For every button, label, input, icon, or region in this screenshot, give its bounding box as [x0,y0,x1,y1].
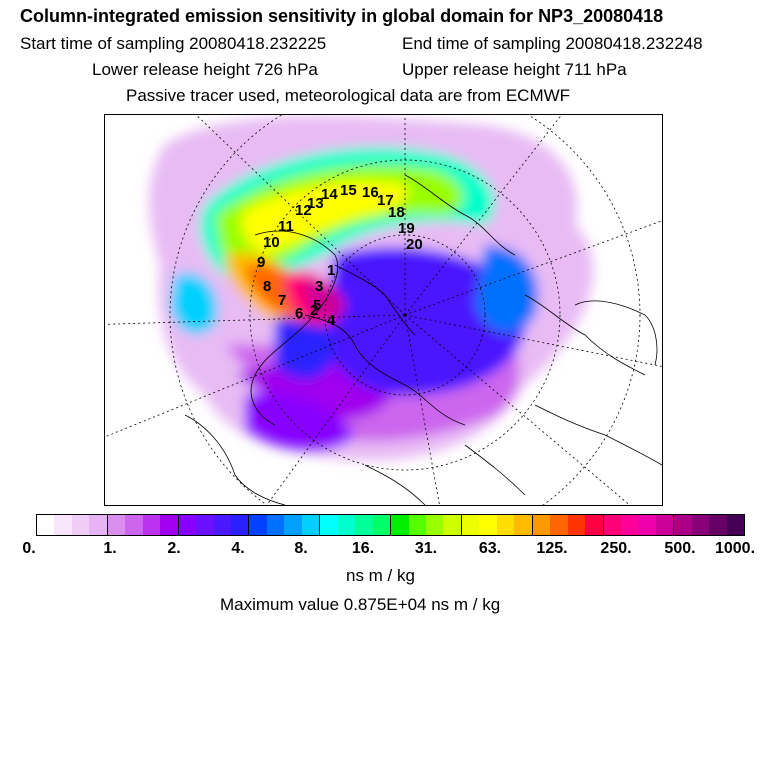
colorbar-tick: 63. [478,540,502,557]
emission-sensitivity-map: 1 2 3 4 5 6 7 8 9 10 11 12 13 14 15 16 1… [104,114,663,506]
colorbar-segment [514,515,533,535]
colorbar-segment [674,515,692,535]
colorbar-tick: 2. [167,540,181,557]
colorbar-segment [408,515,426,535]
tracer-info-label: Passive tracer used, meteorological data… [126,86,571,105]
trajectory-label: 6 [295,305,303,322]
colorbar-segment [284,515,302,535]
trajectory-label: 17 [377,192,394,209]
colorbar-segment [125,515,143,535]
colorbar-segment [160,515,179,535]
trajectory-label: 12 [295,202,312,219]
colorbar-segment [71,515,90,535]
trajectory-labels: 1 2 3 4 5 6 7 8 9 10 11 12 13 14 15 16 1… [257,182,423,329]
colorbar-segment [567,515,586,535]
colorbar-segment [443,515,462,535]
trajectory-label: 5 [313,297,321,314]
trajectory-label: 20 [406,236,423,253]
trajectory-label: 2 [310,302,318,319]
colorbar-segment [230,515,250,535]
maximum-value-label: Maximum value 0.875E+04 ns m / kg [220,595,501,614]
colorbar-segment [54,515,72,535]
trajectory-label: 7 [278,292,286,309]
trajectory-label: 14 [321,186,338,203]
colorbar-tick: 1. [103,540,117,557]
trajectory-label: 15 [340,182,357,199]
colorbar-tick: 125. [536,540,568,557]
trajectory-label: 3 [315,278,323,295]
colorbar-segment [391,515,409,535]
colorbar-segment [620,515,639,535]
trajectory-label: 1 [327,262,335,279]
colorbar-segment [355,515,373,535]
colorbar-segment [479,515,497,535]
colorbar-ticks: 0. 1. 2. 4. 8. 16. 31. 63. 125. 250. 500… [0,540,768,560]
colorbar-segment [532,515,551,535]
colorbar-segment [107,515,126,535]
colorbar-tick: 1000. [714,540,756,557]
trajectory-label: 16 [362,184,379,201]
colorbar-segment [37,515,55,535]
colorbar-segment [249,515,267,535]
trajectory-label: 11 [278,218,294,235]
colorbar-segment [320,515,338,535]
map-grid-and-coastlines [105,115,662,505]
colorbar-tick: 8. [294,540,308,557]
colorbar-segment [301,515,321,535]
colorbar-tick: 500. [664,540,696,557]
trajectory-label: 13 [307,195,324,212]
colorbar-segment [638,515,656,535]
colorbar-tick: 31. [414,540,438,557]
colorbar-segment [213,515,231,535]
colorbar-segment [266,515,285,535]
start-time-label: Start time of sampling 20080418.232225 [20,34,327,53]
trajectory-label: 4 [327,312,336,329]
colorbar-tick: 250. [600,540,632,557]
colorbar-segment [89,515,108,535]
trajectory-label: 9 [257,254,265,271]
colorbar-segment [655,515,675,535]
colorbar-tick: 4. [231,540,245,557]
map-title: Column-integrated emission sensitivity i… [20,6,664,26]
colorbar-segment [585,515,604,535]
sensitivity-field [149,116,594,461]
colorbar-segment [496,515,515,535]
colorbar-tick: 0. [22,540,36,557]
trajectory-label: 18 [388,204,405,221]
colorbar-segment [337,515,356,535]
colorbar-segment [691,515,710,535]
colorbar-segment [709,515,727,535]
colorbar-segment [372,515,392,535]
trajectory-label: 19 [398,220,415,237]
colorbar-segment [425,515,444,535]
colorbar-segment [178,515,197,535]
colorbar-units: ns m / kg [346,566,415,585]
trajectory-label: 10 [263,234,280,251]
colorbar-segment [726,515,745,535]
colorbar-segment [550,515,568,535]
colorbar-tick: 16. [351,540,375,557]
colorbar-segment [142,515,161,535]
upper-release-label: Upper release height 711 hPa [402,60,627,79]
colorbar-segment [196,515,214,535]
colorbar-segment [603,515,621,535]
colorbar-segment [461,515,480,535]
colorbar [36,514,745,536]
end-time-label: End time of sampling 20080418.232248 [402,34,703,53]
lower-release-label: Lower release height 726 hPa [92,60,318,79]
trajectory-label: 8 [263,278,271,295]
